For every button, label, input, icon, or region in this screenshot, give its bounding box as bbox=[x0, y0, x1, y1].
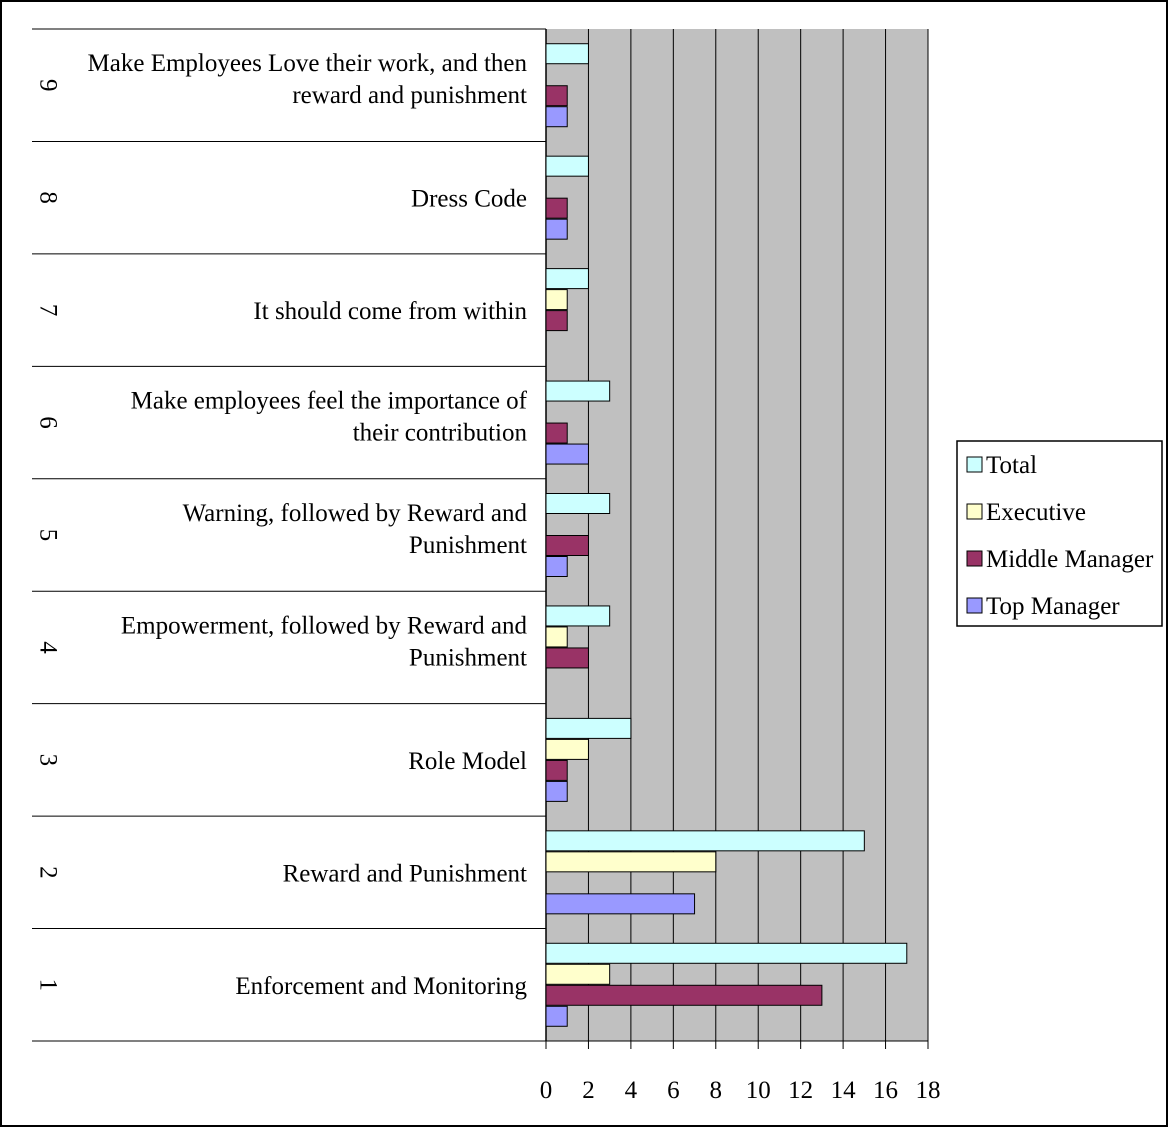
category-number: 5 bbox=[35, 529, 62, 542]
x-tick-label: 10 bbox=[746, 1077, 771, 1104]
category-label: Empowerment, followed by Reward and bbox=[121, 612, 528, 639]
bar-top-manager bbox=[545, 443, 589, 465]
legend-label: Total bbox=[986, 452, 1037, 479]
bar-total bbox=[545, 493, 611, 514]
category-label: Enforcement and Monitoring bbox=[235, 973, 527, 1000]
bar-top-manager bbox=[545, 556, 568, 577]
bar-top-manager bbox=[545, 106, 568, 128]
bar-total bbox=[545, 830, 865, 852]
bars bbox=[545, 43, 908, 1027]
bar-middle-manager bbox=[545, 759, 568, 781]
bar-top-manager bbox=[545, 780, 568, 802]
category-label: Dress Code bbox=[411, 186, 527, 213]
bar-executive bbox=[545, 851, 717, 873]
bar-total bbox=[545, 268, 589, 290]
plot-area bbox=[546, 29, 928, 1041]
legend-swatch bbox=[966, 597, 983, 614]
bar-total bbox=[545, 605, 611, 627]
bar-total bbox=[545, 43, 589, 65]
category-label: Make employees feel the importance of bbox=[131, 388, 528, 415]
x-tick-label: 0 bbox=[540, 1077, 553, 1104]
category-axis: 1 Enforcement and Monitoring 2 Reward and P… bbox=[32, 28, 547, 1042]
bar-middle-manager bbox=[545, 85, 568, 107]
x-tick-label: 16 bbox=[873, 1077, 898, 1104]
x-tick-label: 2 bbox=[582, 1077, 595, 1104]
category-number: 4 bbox=[35, 641, 62, 654]
category-number: 7 bbox=[35, 304, 62, 317]
category-label: their contribution bbox=[353, 420, 528, 447]
category-label: Punishment bbox=[409, 532, 527, 559]
legend: Total Executive Middle Manager Top Manager bbox=[956, 440, 1163, 627]
legend-swatch bbox=[966, 503, 983, 520]
category-number: 8 bbox=[35, 191, 62, 204]
category-number: 2 bbox=[35, 866, 62, 879]
category-number: 9 bbox=[35, 79, 62, 92]
x-tick-label: 18 bbox=[916, 1077, 941, 1104]
x-tick-label: 6 bbox=[667, 1077, 680, 1104]
bar-total bbox=[545, 942, 908, 964]
bar-middle-manager bbox=[545, 984, 823, 1006]
bar-middle-manager bbox=[545, 422, 568, 444]
bar-executive bbox=[545, 289, 568, 311]
bar-top-manager bbox=[545, 893, 696, 915]
x-tick-label: 4 bbox=[625, 1077, 638, 1104]
bar-total bbox=[545, 155, 589, 177]
legend-label: Executive bbox=[986, 499, 1086, 526]
x-axis: 0 2 4 6 8 10 12 14 16 18 bbox=[540, 1040, 941, 1104]
legend-label: Middle Manager bbox=[986, 546, 1154, 573]
x-tick-label: 12 bbox=[788, 1077, 813, 1104]
category-label: Role Model bbox=[408, 748, 527, 775]
legend-swatch bbox=[966, 456, 983, 473]
bar-total bbox=[545, 380, 611, 402]
category-number: 6 bbox=[35, 416, 62, 429]
category-label: Punishment bbox=[409, 644, 527, 671]
x-tick-label: 14 bbox=[831, 1077, 857, 1104]
bar-middle-manager bbox=[545, 535, 589, 556]
category-label: It should come from within bbox=[253, 298, 527, 325]
category-label: reward and punishment bbox=[292, 82, 527, 109]
bar-executive bbox=[545, 738, 589, 760]
bar-top-manager bbox=[545, 1005, 568, 1027]
legend-box bbox=[956, 440, 1163, 627]
category-label: Make Employees Love their work, and then bbox=[88, 50, 528, 77]
bar-middle-manager bbox=[545, 310, 568, 332]
x-tick-label: 8 bbox=[710, 1077, 723, 1104]
bar-middle-manager bbox=[545, 647, 589, 669]
legend-label: Top Manager bbox=[986, 593, 1120, 620]
legend-swatch bbox=[966, 550, 983, 567]
category-label: Reward and Punishment bbox=[283, 860, 527, 887]
bar-top-manager bbox=[545, 218, 568, 240]
bar-middle-manager bbox=[545, 197, 568, 219]
category-label: Warning, followed by Reward and bbox=[183, 500, 528, 527]
category-number: 1 bbox=[35, 979, 62, 992]
bar-executive bbox=[545, 626, 568, 648]
bar-total bbox=[545, 717, 632, 739]
bar-executive bbox=[545, 963, 611, 985]
category-number: 3 bbox=[35, 754, 62, 767]
